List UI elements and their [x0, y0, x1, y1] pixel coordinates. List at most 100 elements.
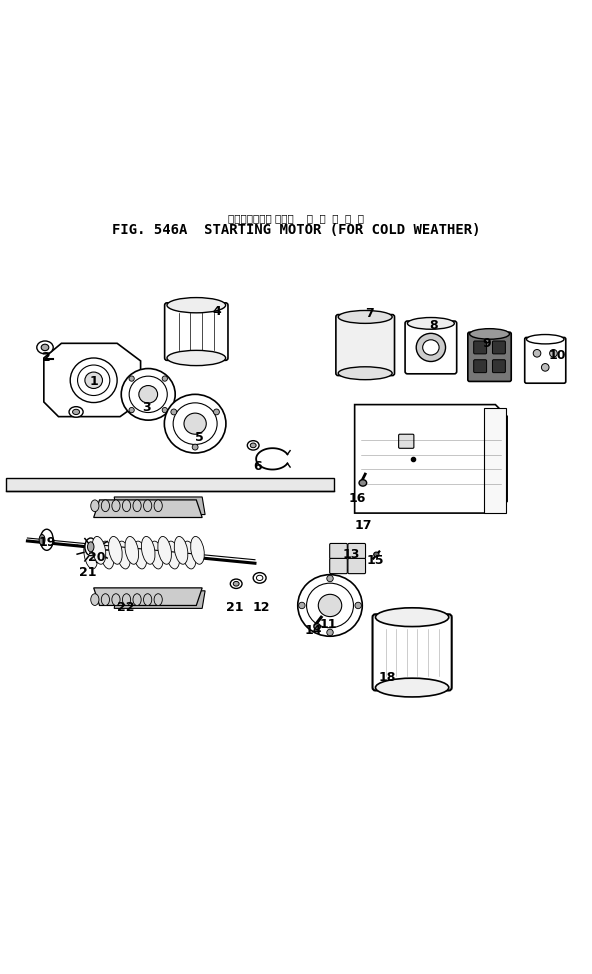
Ellipse shape	[526, 334, 564, 344]
Text: 4: 4	[213, 305, 221, 318]
Polygon shape	[355, 404, 507, 513]
FancyBboxPatch shape	[348, 558, 365, 574]
Ellipse shape	[298, 575, 362, 636]
Ellipse shape	[167, 351, 226, 365]
Ellipse shape	[256, 576, 263, 581]
FancyBboxPatch shape	[405, 321, 456, 374]
Ellipse shape	[165, 394, 226, 453]
Ellipse shape	[549, 350, 557, 357]
Ellipse shape	[334, 546, 361, 570]
Ellipse shape	[182, 542, 196, 569]
Polygon shape	[484, 408, 506, 513]
Ellipse shape	[41, 344, 49, 351]
FancyBboxPatch shape	[474, 341, 487, 354]
Text: スターティング モータ    寒  冷  機  仕  様: スターティング モータ 寒 冷 機 仕 様	[228, 214, 364, 223]
Ellipse shape	[407, 318, 454, 329]
Polygon shape	[44, 343, 140, 417]
FancyBboxPatch shape	[398, 434, 414, 448]
Ellipse shape	[125, 537, 139, 564]
Ellipse shape	[133, 542, 147, 569]
Text: 17: 17	[355, 518, 372, 532]
Ellipse shape	[40, 529, 53, 550]
Ellipse shape	[533, 350, 541, 357]
FancyBboxPatch shape	[493, 341, 506, 354]
Ellipse shape	[469, 328, 510, 339]
Ellipse shape	[167, 298, 226, 313]
Polygon shape	[94, 500, 202, 517]
Ellipse shape	[133, 594, 141, 606]
Ellipse shape	[150, 542, 163, 569]
Polygon shape	[114, 497, 205, 514]
Ellipse shape	[101, 500, 110, 511]
FancyBboxPatch shape	[468, 332, 511, 382]
Ellipse shape	[85, 372, 102, 389]
Ellipse shape	[84, 543, 103, 557]
Ellipse shape	[39, 535, 45, 545]
Ellipse shape	[84, 542, 98, 569]
Ellipse shape	[101, 594, 110, 606]
Ellipse shape	[143, 594, 152, 606]
Polygon shape	[6, 478, 334, 491]
Ellipse shape	[191, 537, 204, 564]
Ellipse shape	[112, 500, 120, 511]
Ellipse shape	[173, 403, 217, 444]
Text: 20: 20	[88, 551, 105, 564]
Ellipse shape	[359, 479, 366, 486]
Ellipse shape	[327, 576, 333, 581]
Text: 16: 16	[349, 492, 366, 506]
Ellipse shape	[69, 407, 83, 417]
Ellipse shape	[416, 333, 446, 361]
Ellipse shape	[91, 594, 99, 606]
Ellipse shape	[101, 542, 114, 569]
Ellipse shape	[78, 365, 110, 395]
Ellipse shape	[423, 340, 439, 356]
Ellipse shape	[133, 500, 141, 511]
Ellipse shape	[230, 580, 242, 588]
Text: 2: 2	[43, 352, 51, 364]
Text: 21: 21	[79, 566, 96, 579]
Ellipse shape	[174, 537, 188, 564]
Text: 10: 10	[548, 349, 566, 361]
Text: 9: 9	[482, 337, 491, 350]
Ellipse shape	[338, 367, 392, 380]
FancyBboxPatch shape	[525, 337, 566, 383]
Ellipse shape	[139, 386, 157, 403]
Text: 6: 6	[253, 460, 262, 473]
Ellipse shape	[92, 537, 106, 564]
Text: 19: 19	[38, 537, 56, 549]
Text: 13: 13	[343, 548, 361, 561]
Ellipse shape	[162, 407, 168, 413]
FancyBboxPatch shape	[165, 303, 228, 360]
FancyBboxPatch shape	[474, 359, 487, 373]
Text: 21: 21	[226, 601, 243, 614]
Ellipse shape	[375, 678, 449, 697]
Text: 12: 12	[252, 601, 269, 614]
Ellipse shape	[73, 409, 79, 415]
Ellipse shape	[375, 608, 449, 626]
Ellipse shape	[70, 358, 117, 402]
Ellipse shape	[154, 594, 162, 606]
Ellipse shape	[154, 500, 162, 511]
Ellipse shape	[141, 537, 155, 564]
Ellipse shape	[171, 409, 177, 415]
Ellipse shape	[298, 602, 305, 609]
Text: 1: 1	[89, 375, 98, 388]
FancyBboxPatch shape	[330, 558, 348, 574]
Text: 3: 3	[142, 401, 151, 414]
Ellipse shape	[143, 500, 152, 511]
Ellipse shape	[108, 537, 122, 564]
Ellipse shape	[129, 376, 168, 413]
FancyBboxPatch shape	[330, 543, 348, 559]
Ellipse shape	[88, 542, 94, 552]
Text: FIG. 546A  STARTING MOTOR (FOR COLD WEATHER): FIG. 546A STARTING MOTOR (FOR COLD WEATH…	[112, 223, 480, 237]
Ellipse shape	[214, 409, 220, 415]
Ellipse shape	[123, 500, 131, 511]
Ellipse shape	[307, 583, 353, 628]
Ellipse shape	[247, 440, 259, 450]
Text: 5: 5	[195, 431, 204, 443]
Text: 15: 15	[366, 554, 384, 567]
Ellipse shape	[117, 542, 130, 569]
Polygon shape	[114, 591, 205, 609]
Ellipse shape	[318, 594, 342, 617]
FancyBboxPatch shape	[372, 615, 452, 691]
